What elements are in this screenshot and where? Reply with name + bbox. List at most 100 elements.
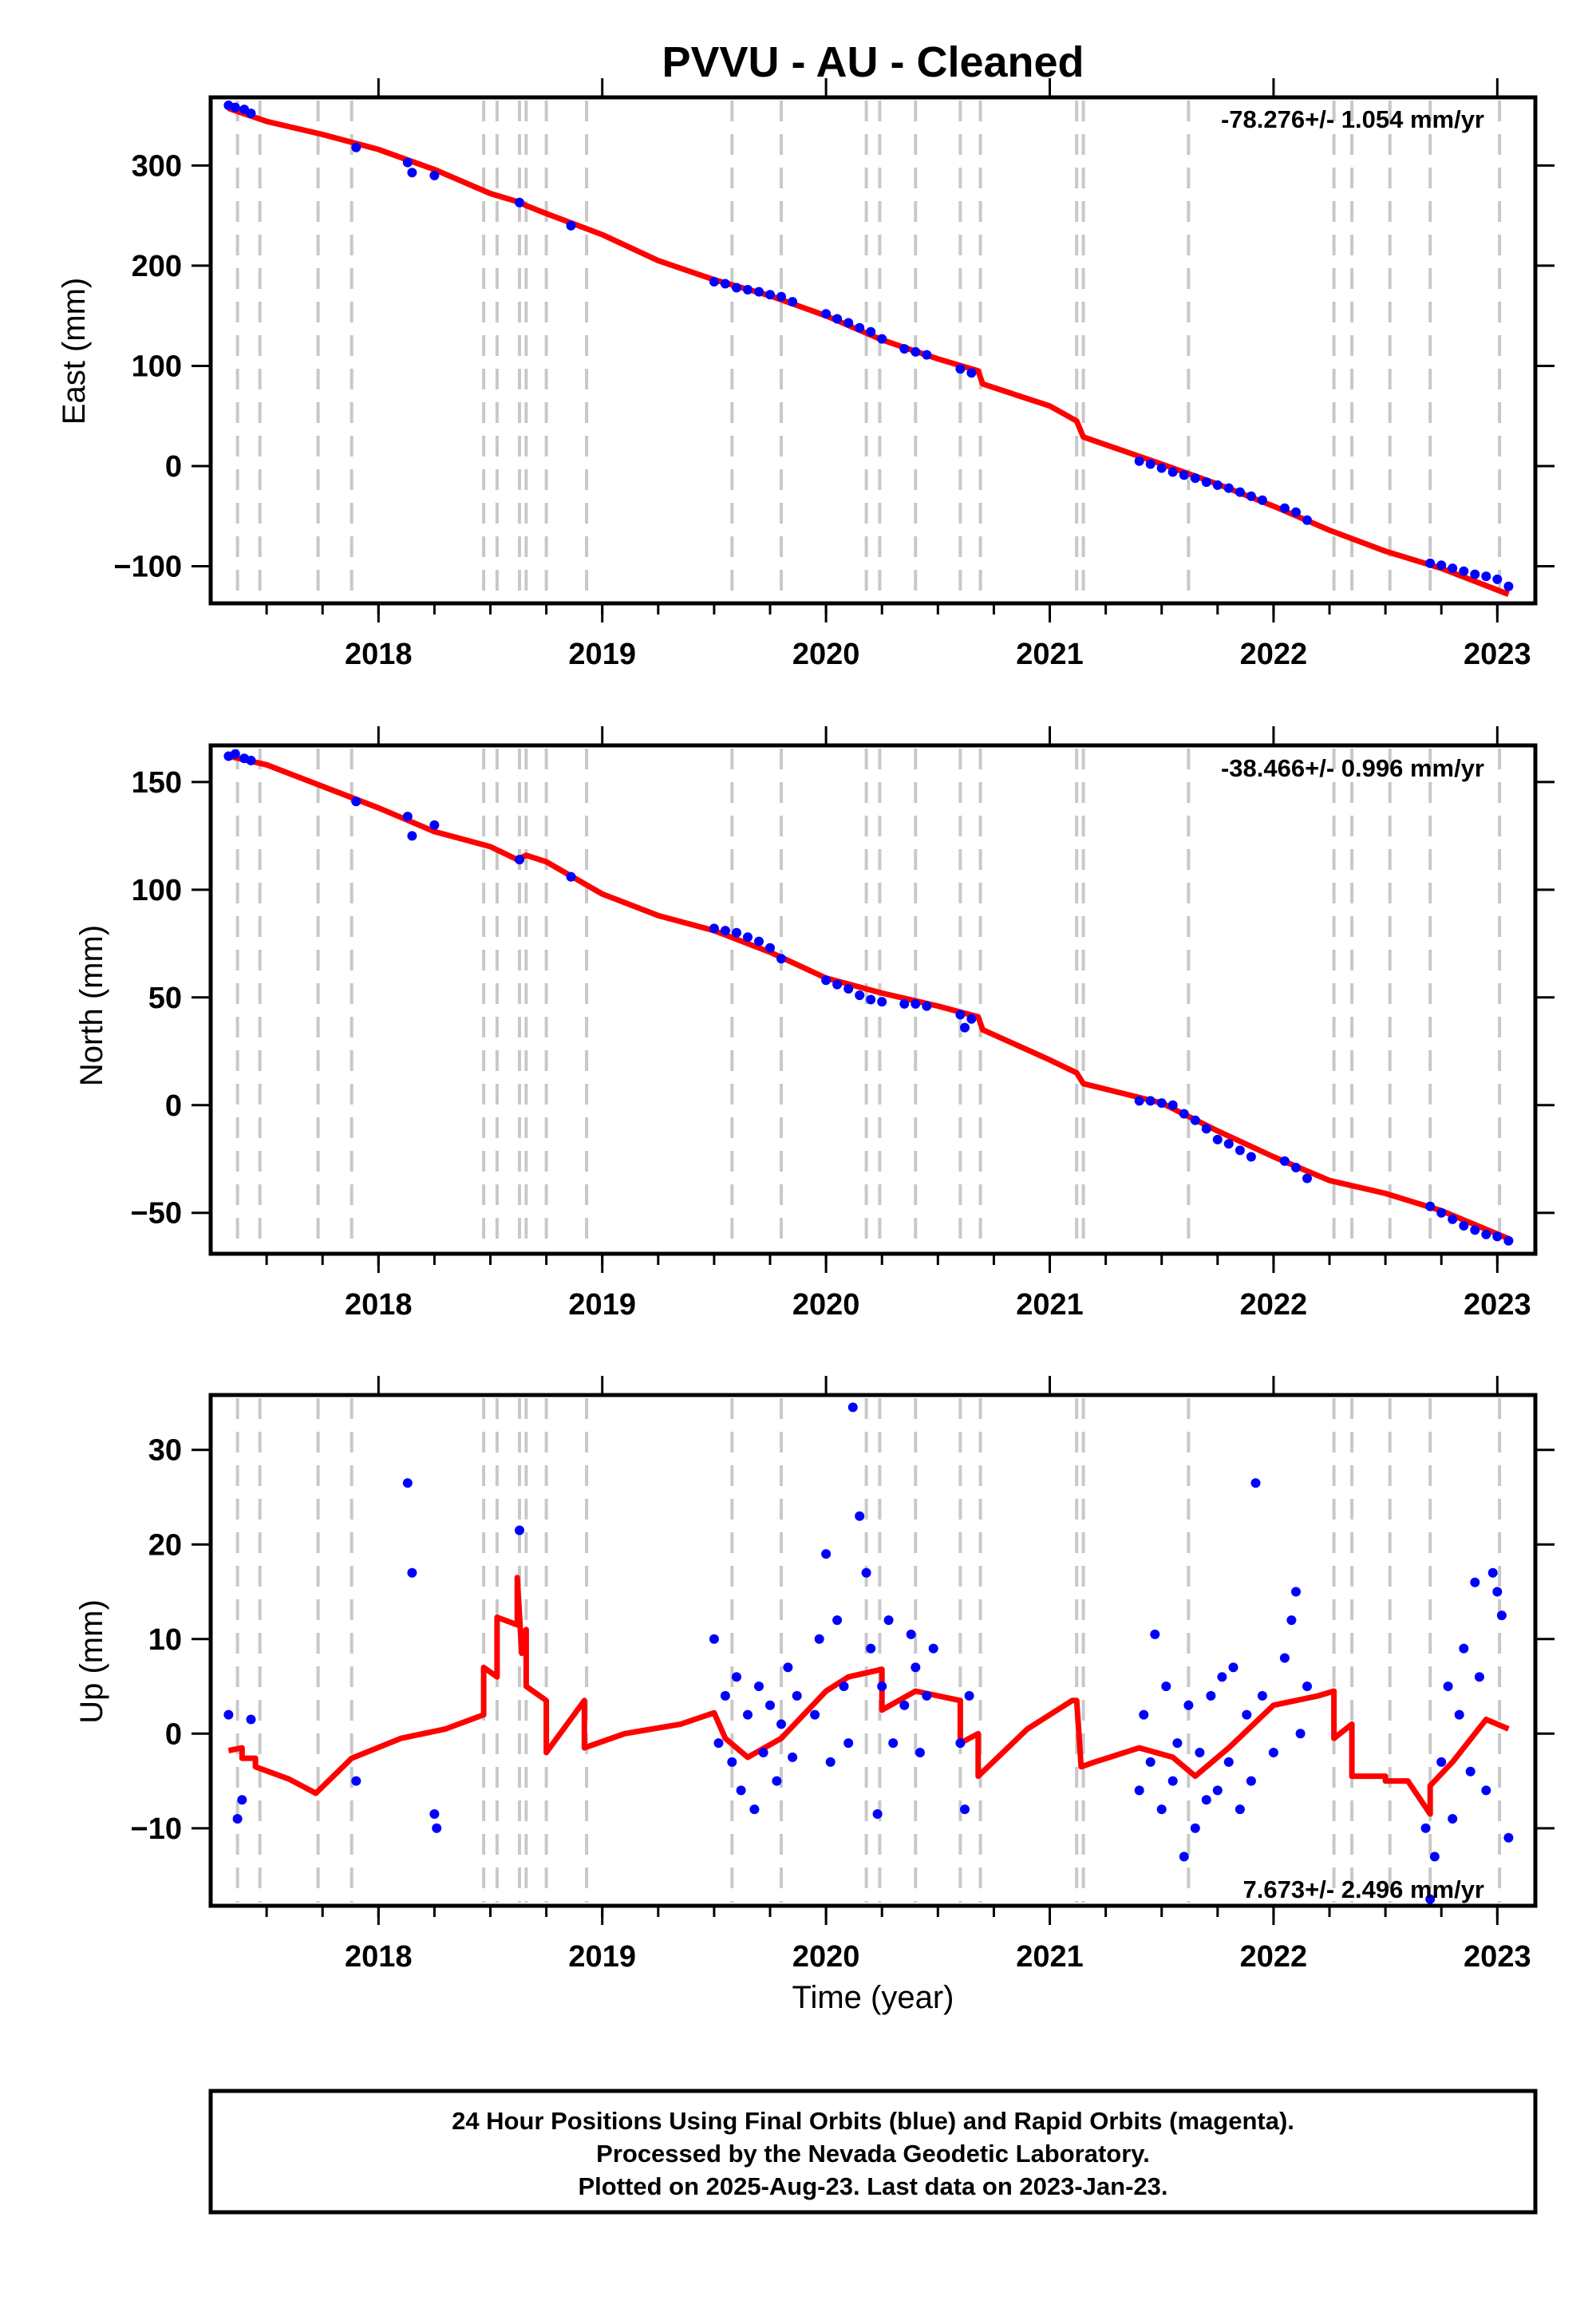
data-point [832,979,843,990]
data-point [754,287,764,297]
data-point [1167,1776,1178,1786]
data-point [1212,1785,1223,1796]
data-point [1302,515,1312,525]
plot-frame [208,1393,1538,1908]
x-tick-label: 2023 [1464,638,1531,671]
y-tick-label: −50 [131,1197,182,1231]
data-point [1291,1163,1301,1172]
data-point [223,1709,234,1720]
data-point [1179,1109,1189,1119]
data-point [1279,503,1290,513]
data-point [1246,1152,1256,1162]
x-tick-label: 2022 [1240,1288,1308,1322]
data-point [792,1690,802,1701]
east-event-markers [235,101,1502,600]
data-point [1503,1832,1514,1843]
data-point [843,984,854,994]
data-point [899,344,910,354]
data-point [432,1823,442,1833]
east-panel: 2018 2019 2020 2021 2022 2023 300 200 100 0 −100 E… [57,78,1555,671]
data-point [1470,1225,1480,1235]
data-point [743,285,753,294]
data-point [821,309,832,319]
east-data-points [223,101,1514,591]
data-point [866,326,876,337]
data-point [246,1714,256,1725]
data-point [230,102,240,113]
x-tick-label: 2019 [568,1288,636,1322]
data-point [1295,1729,1306,1739]
data-point [1481,1229,1491,1239]
data-point [1291,507,1301,517]
data-point [1268,1748,1278,1757]
data-point [743,1709,753,1720]
east-rate-label: -78.276+/- 1.054 mm/yr [1221,105,1484,133]
data-point [922,350,932,360]
north-ylabel: North (mm) [74,925,109,1086]
data-point [847,1402,858,1413]
data-point [1470,569,1480,579]
data-point [720,279,730,289]
data-point [1492,574,1503,584]
data-point [922,1690,932,1701]
data-point [727,1757,737,1767]
data-point [1145,1096,1156,1106]
y-tick-label: −100 [113,551,182,584]
up-event-markers [235,1398,1502,1903]
data-point [810,1709,820,1720]
data-point [1156,1098,1167,1109]
data-point [788,297,798,307]
data-point [566,220,576,231]
data-point [1223,483,1234,493]
data-point [843,318,854,328]
x-tick-label: 2022 [1240,638,1308,671]
data-point [1436,1757,1447,1767]
data-point [1134,456,1144,466]
data-point [732,283,741,293]
data-point [1420,1823,1431,1833]
data-point [955,364,966,374]
data-point [351,142,361,152]
model-line [227,105,1510,597]
data-point [749,1804,760,1815]
data-point [732,927,741,938]
data-point [1302,1173,1312,1184]
data-point [1235,1804,1245,1815]
data-point [720,1690,730,1701]
data-point [720,926,730,936]
data-point [911,998,921,1009]
y-tick-label: 30 [148,1434,182,1468]
data-point [566,871,576,882]
y-tick-label: −10 [131,1812,182,1846]
x-tick-label: 2020 [792,638,860,671]
up-model-line [227,1575,1510,1817]
data-point [1279,1156,1290,1166]
north-data-points [223,749,1514,1246]
data-point [1448,1214,1458,1224]
data-point [402,812,413,822]
data-point [960,1022,970,1033]
data-point [911,346,921,357]
x-tick-label: 2018 [345,1940,413,1974]
data-point [788,1752,798,1762]
data-point [1443,1682,1453,1691]
data-point [966,368,977,378]
y-tick-label: 0 [165,1089,182,1123]
data-point [1190,1115,1200,1125]
data-point [906,1629,916,1639]
data-point [1167,1100,1178,1110]
data-point [1487,1567,1498,1578]
y-tick-label: 300 [132,149,182,183]
data-point [1436,560,1447,571]
east-model-line [227,105,1510,597]
data-point [1235,1145,1245,1156]
data-point [1235,487,1245,497]
data-point [1150,1629,1160,1639]
data-point [515,197,524,207]
data-point [832,314,843,324]
up-axes: 2018 2019 2020 2021 2022 2023 30 20 10 0 −10 [131,1376,1555,1974]
data-point [429,820,440,830]
data-point [1503,581,1514,591]
model-line [227,1575,1510,1817]
data-point [772,1776,782,1786]
